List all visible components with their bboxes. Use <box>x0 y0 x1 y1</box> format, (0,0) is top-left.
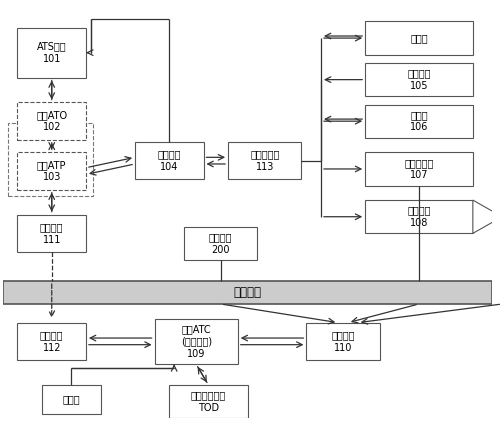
Text: 转辙机: 转辙机 <box>410 33 428 43</box>
FancyBboxPatch shape <box>154 319 238 364</box>
Text: 航务ATP
103: 航务ATP 103 <box>37 160 66 182</box>
FancyBboxPatch shape <box>184 227 258 260</box>
FancyBboxPatch shape <box>228 142 301 179</box>
FancyBboxPatch shape <box>365 152 473 186</box>
Text: 司机显示单元
TOD: 司机显示单元 TOD <box>191 390 226 413</box>
FancyBboxPatch shape <box>306 322 380 360</box>
Text: 里程计: 里程计 <box>62 394 80 405</box>
Text: 信号机
106: 信号机 106 <box>410 110 428 132</box>
FancyBboxPatch shape <box>365 104 473 138</box>
Text: 目标控制器
113: 目标控制器 113 <box>250 149 280 172</box>
FancyBboxPatch shape <box>169 385 247 418</box>
Polygon shape <box>473 200 502 233</box>
FancyBboxPatch shape <box>365 63 473 96</box>
Text: 计轴系统
105: 计轴系统 105 <box>407 69 431 91</box>
FancyBboxPatch shape <box>365 200 473 233</box>
FancyBboxPatch shape <box>42 385 101 414</box>
FancyBboxPatch shape <box>18 102 86 140</box>
Text: 车载ATC
(含数据库)
109: 车载ATC (含数据库) 109 <box>181 324 212 359</box>
Text: 联锁系统
104: 联锁系统 104 <box>157 149 181 172</box>
Text: 预告信标
108: 预告信标 108 <box>407 205 431 228</box>
FancyBboxPatch shape <box>365 21 473 55</box>
Text: 航务ATO
102: 航务ATO 102 <box>36 110 67 132</box>
FancyBboxPatch shape <box>135 142 204 179</box>
FancyBboxPatch shape <box>18 28 86 77</box>
FancyBboxPatch shape <box>18 215 86 252</box>
Text: ATS系统
101: ATS系统 101 <box>37 41 66 64</box>
Text: 固定信标
200: 固定信标 200 <box>209 232 232 255</box>
FancyBboxPatch shape <box>3 281 492 304</box>
FancyBboxPatch shape <box>18 322 86 360</box>
FancyBboxPatch shape <box>18 152 86 190</box>
Text: 信号机信标
107: 信号机信标 107 <box>404 158 434 180</box>
Text: 无线传输: 无线传输 <box>233 286 262 299</box>
Text: 航务电台
111: 航务电台 111 <box>40 222 63 245</box>
Text: 信标天线
110: 信标天线 110 <box>331 330 355 352</box>
Text: 车载电台
112: 车载电台 112 <box>40 330 63 352</box>
